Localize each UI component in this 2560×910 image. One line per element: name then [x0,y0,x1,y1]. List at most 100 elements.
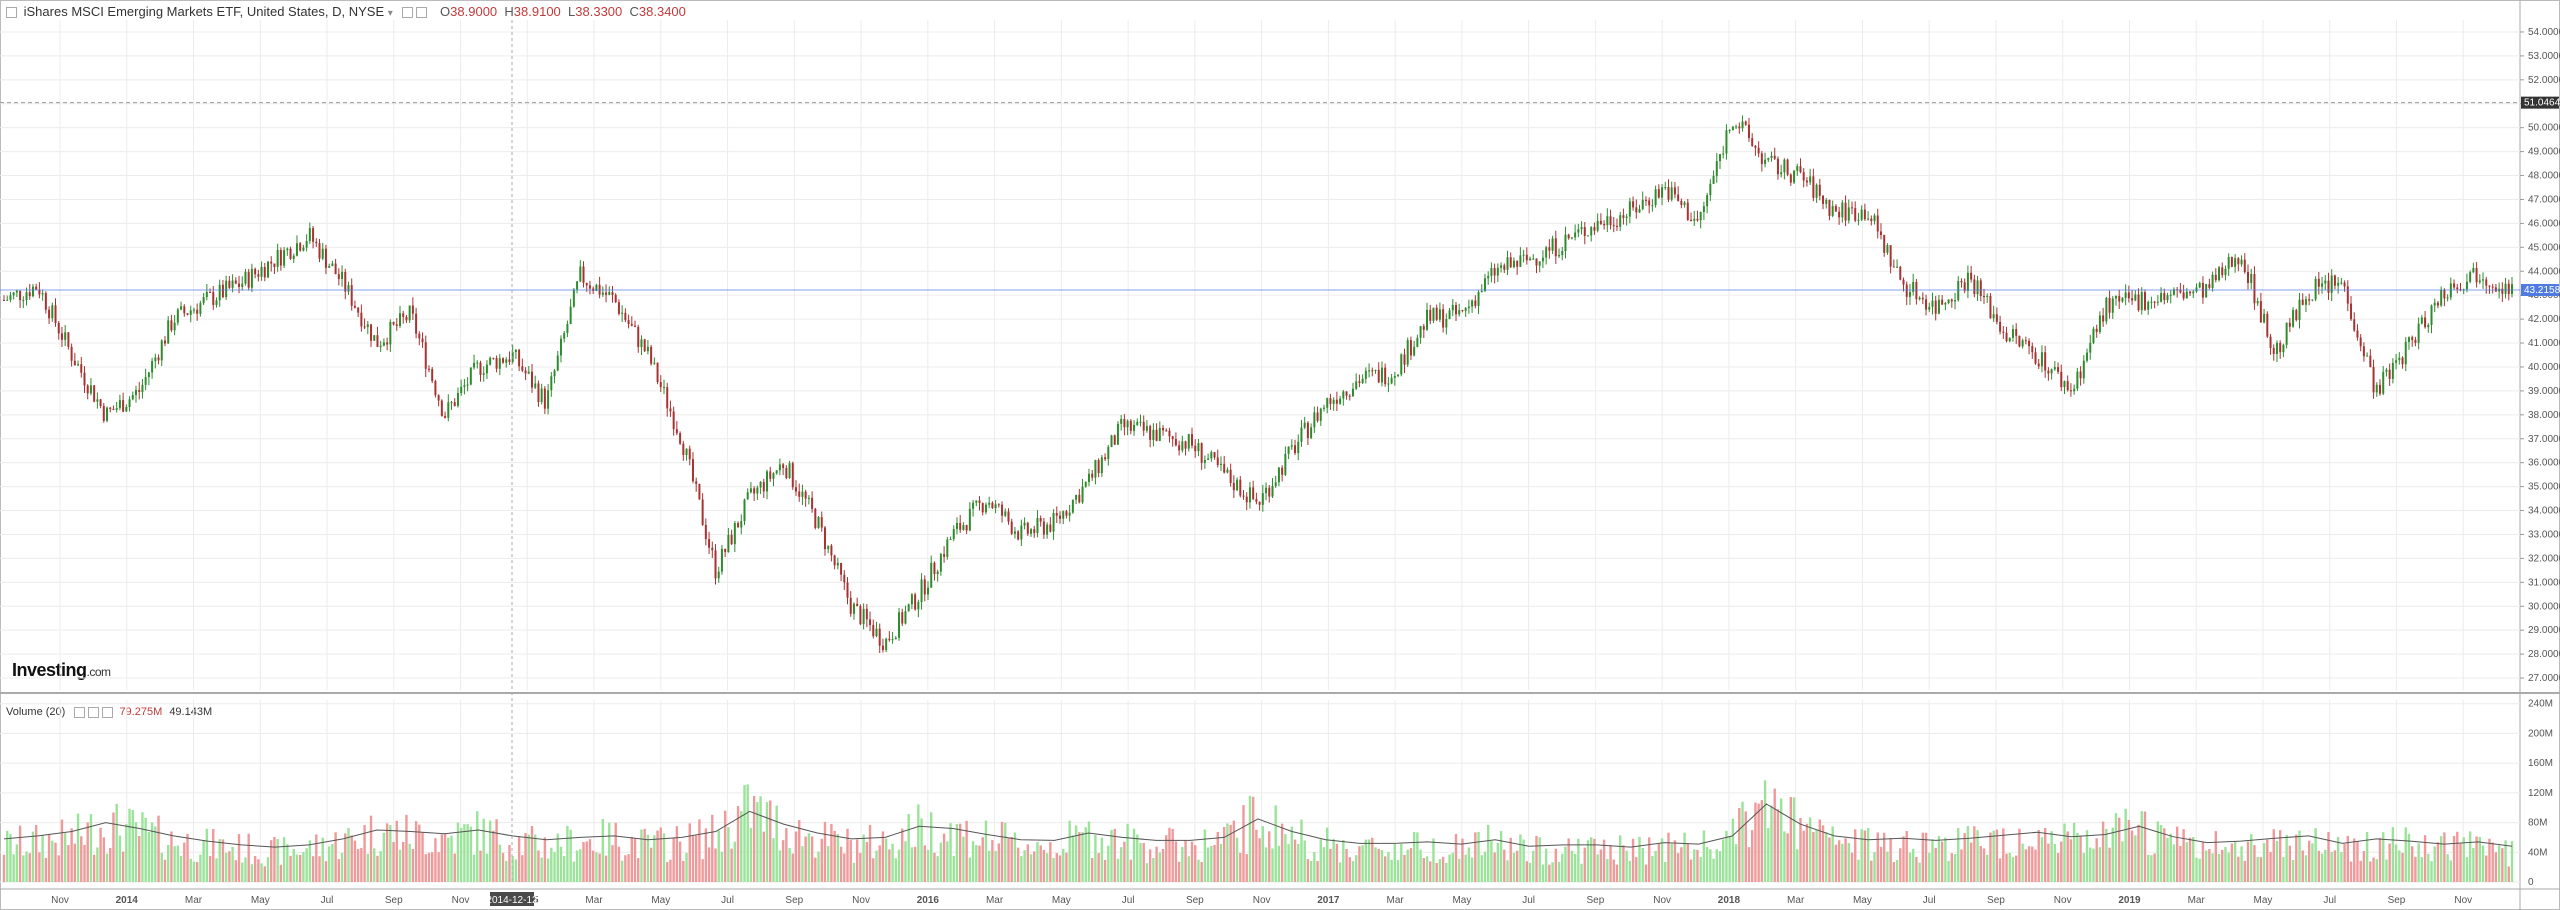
volume-bar [1799,817,1802,882]
volume-bar [128,808,131,882]
candle-body [988,502,991,505]
candle-body [1577,229,1580,233]
volume-bar [273,836,276,882]
candle-body [724,548,727,553]
volume-bar [630,836,634,882]
candle-body [109,407,112,409]
volume-bar [508,844,511,882]
volume-bar [1483,851,1487,882]
chevron-down-icon[interactable]: ▾ [387,8,393,19]
candle-body [2263,313,2266,323]
volume-bar [1644,864,1648,882]
candle-body [1004,511,1007,516]
dashed-level-label: 51.0464 [2524,98,2560,109]
volume-bar [2485,855,2488,882]
volume-bar [2266,839,2269,882]
volume-bar [534,834,537,882]
volume-bar [814,857,817,882]
candle-body [1912,281,1915,292]
candle-body [331,263,334,267]
volume-bar [1322,847,1326,882]
volume-ma-line [3,803,2513,848]
hide-toggle[interactable] [416,7,428,19]
volume-bar [476,811,479,882]
candle-body [923,579,926,595]
candle-body [1274,482,1277,486]
candle-body [1126,420,1129,428]
volume-collapse-toggle[interactable] [74,706,86,718]
candle-body [682,443,685,456]
volume-bar [823,821,827,882]
candle-body [1973,279,1976,295]
volume-bar [41,835,44,882]
candle-body [914,594,917,610]
volume-bar [2008,852,2011,882]
candle-body [508,359,511,362]
volume-bar [1261,826,1265,882]
volume-bar [624,855,627,882]
candle-body [518,349,521,367]
volume-bar [1400,844,1403,882]
candle-body [2073,388,2076,392]
volume-bar [620,860,624,882]
time-tick-label: 2014 [116,895,139,906]
volume-bar [846,828,849,882]
volume-hide-toggle[interactable] [102,706,114,718]
candle-body [910,594,913,605]
volume-bar [1419,849,1422,882]
candle-body [260,267,263,277]
volume-bar [51,840,54,882]
candle-body [1838,211,1841,218]
volume-bar [321,837,324,882]
volume-bar [2066,831,2069,882]
volume-bar [2185,842,2189,882]
candle-body [2395,360,2398,363]
candle-body [566,323,569,334]
volume-bar [678,841,682,882]
candle-body [2079,371,2082,379]
candle-body [711,547,714,551]
candle-body [1570,237,1573,239]
volume-bar [675,826,679,882]
candle-body [337,274,340,279]
candle-body [1699,212,1702,221]
candle-body [2453,283,2456,288]
volume-bar [1470,857,1474,882]
candle-body [1670,187,1673,200]
candle-body [2111,298,2114,313]
candle-body [1091,473,1094,478]
volume-bar [382,832,386,882]
candle-body [833,555,836,566]
candle-body [843,574,846,583]
candle-body [547,390,550,409]
volume-settings-toggle[interactable] [88,706,100,718]
volume-bar [1422,858,1426,882]
volume-bar [1564,846,1567,882]
candle-body [814,508,817,528]
candle-body [382,342,385,346]
volume-bar [1911,848,1915,882]
candle-body [704,524,707,540]
volume-bar [1731,818,1735,882]
volume-bar [1541,864,1545,882]
symbol-label[interactable]: iShares MSCI Emerging Markets ETF, Unite… [23,4,385,19]
candle-body [2275,342,2278,354]
candle-body [1979,280,1982,297]
volume-bar [868,824,872,882]
volume-bar [743,785,746,882]
collapse-toggle[interactable] [6,7,17,19]
time-tick-label: Sep [385,895,403,906]
candle-body [1896,266,1899,268]
candle-body [1435,307,1438,320]
candle-body [1081,486,1084,503]
candle-body [1068,512,1071,516]
candle-body [357,307,360,313]
settings-toggle[interactable] [402,7,414,19]
candle-body [263,267,266,278]
candle-body [434,381,437,396]
volume-bar [1786,833,1789,882]
candle-body [1644,199,1647,201]
candle-body [2311,299,2314,301]
